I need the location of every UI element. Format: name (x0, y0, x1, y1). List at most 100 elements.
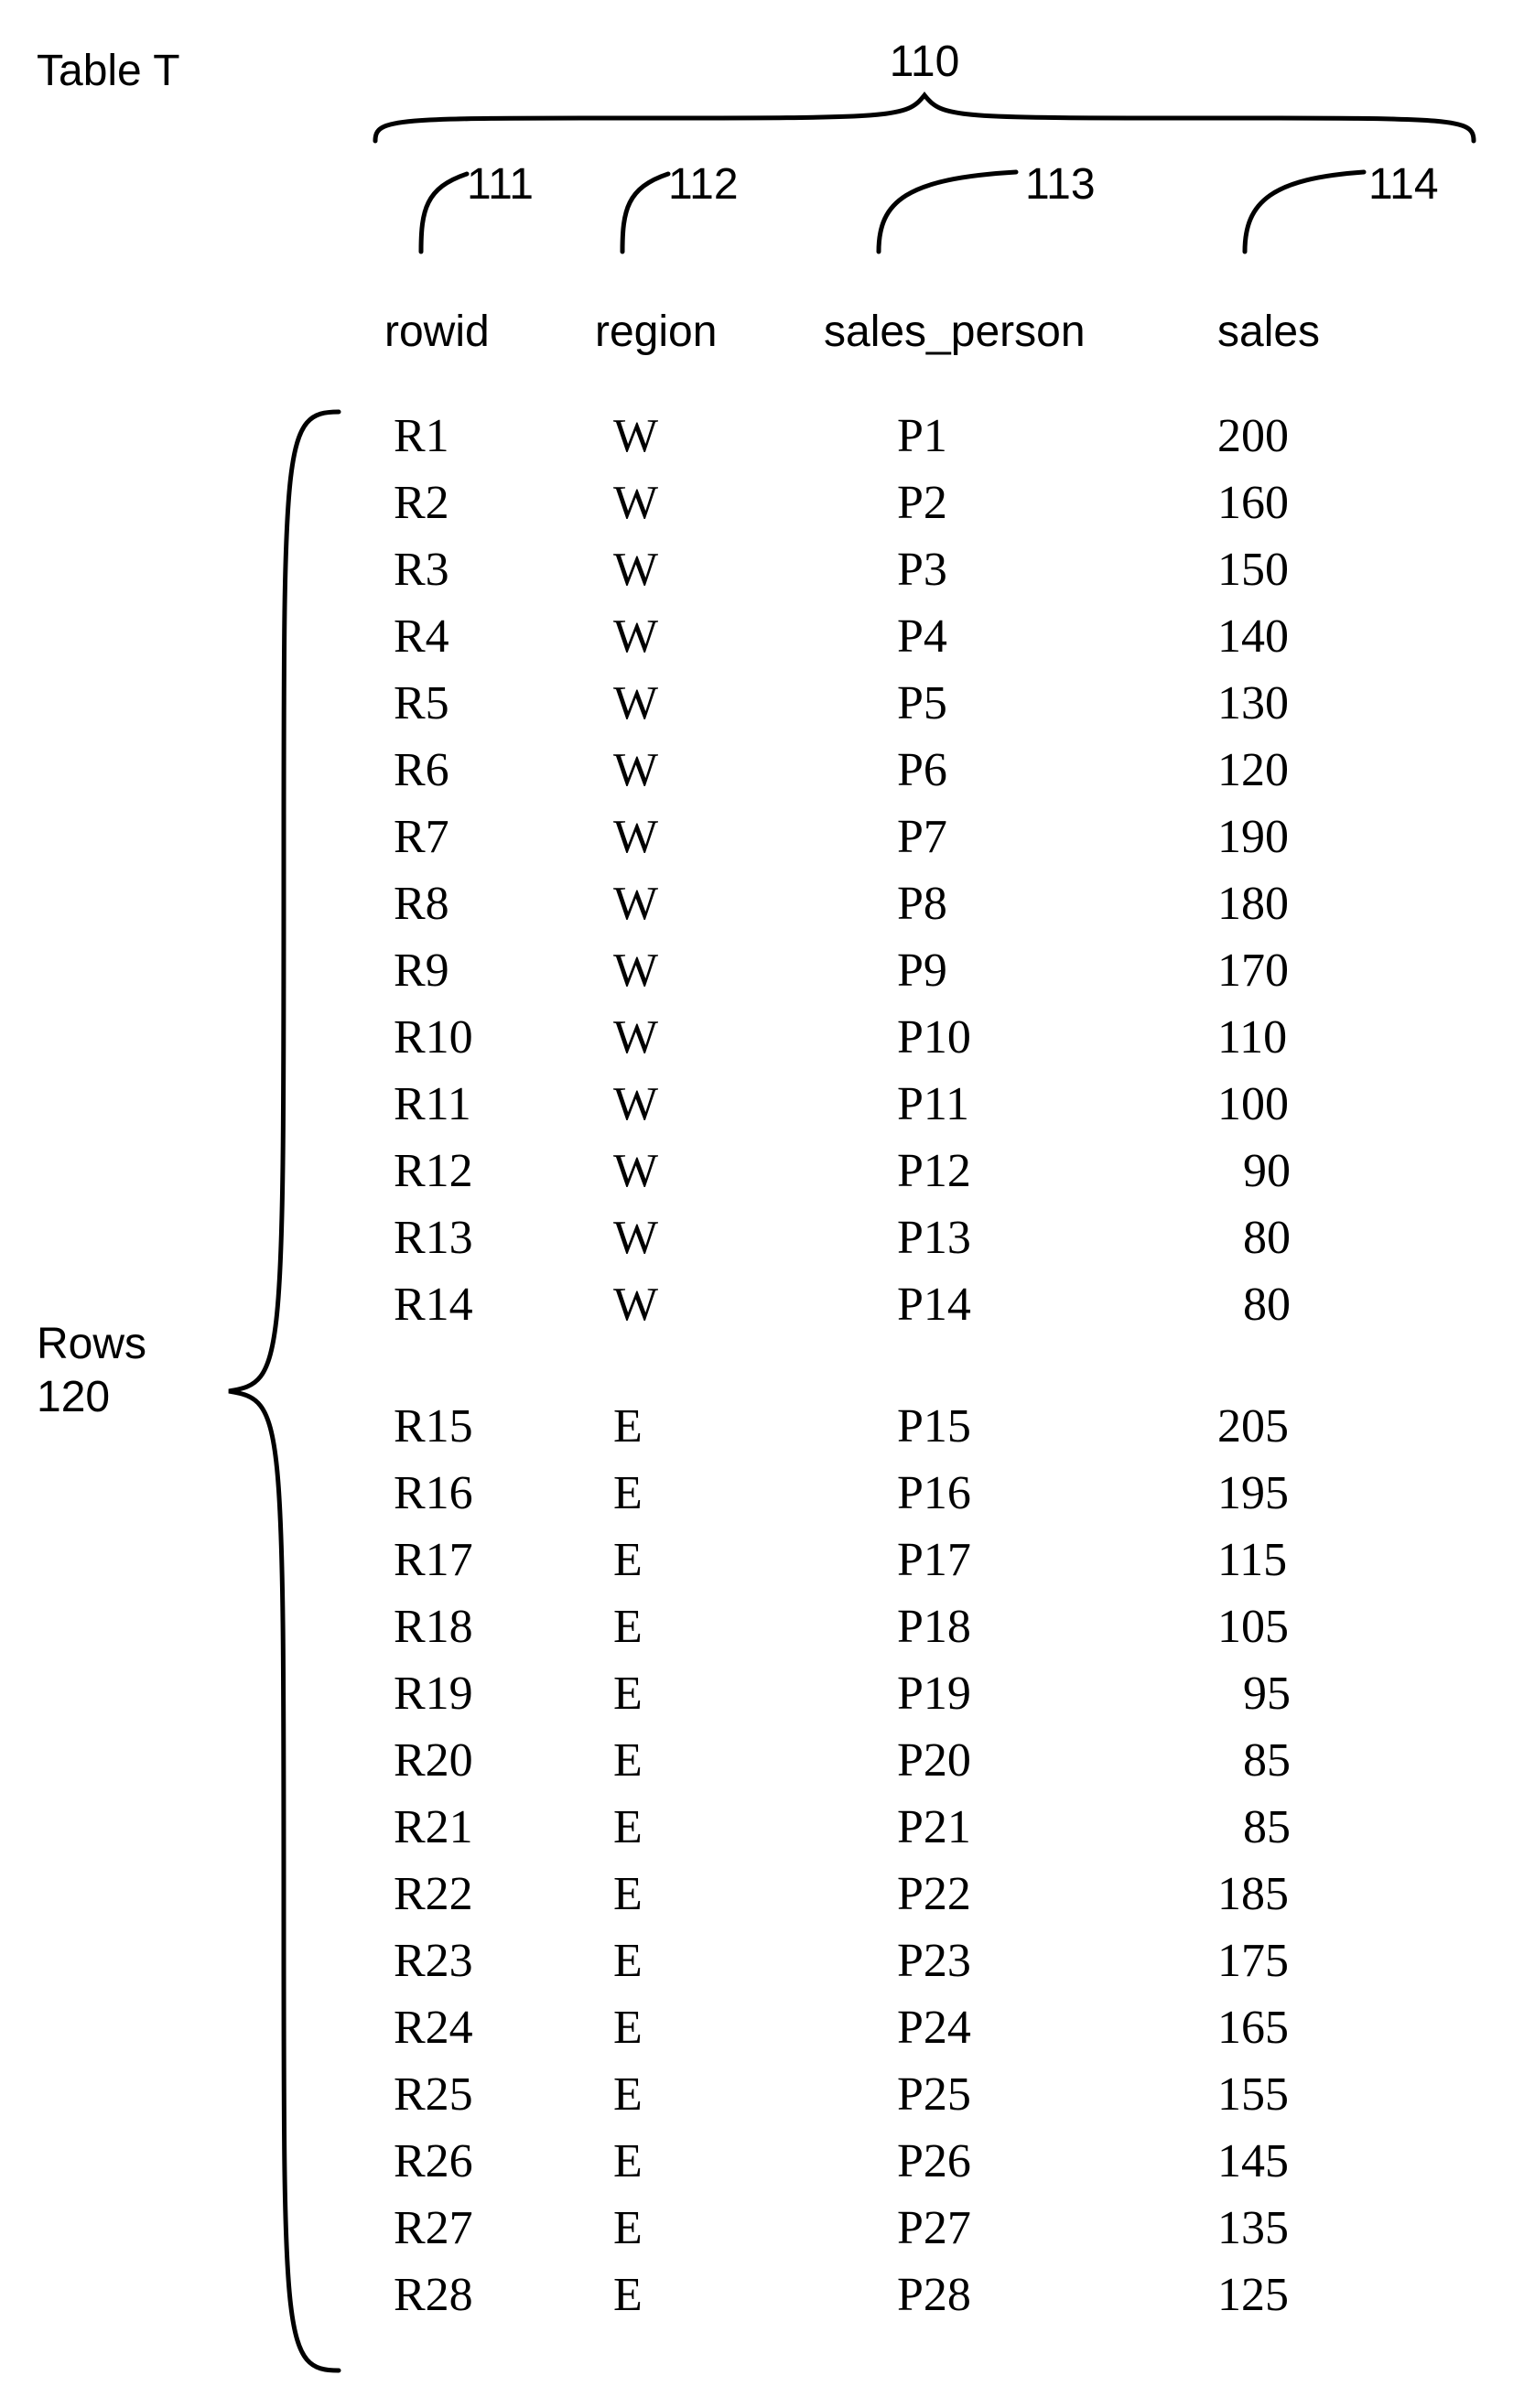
cell-salesperson: P26 (897, 2128, 971, 2195)
table-row: R18EP18105 (357, 1593, 1492, 1660)
cell-rowid: R8 (394, 870, 449, 937)
cell-salesperson: P5 (897, 670, 947, 737)
cell-rowid: R6 (394, 737, 449, 804)
cell-salesperson: P8 (897, 870, 947, 937)
cell-sales: 130 (1217, 670, 1289, 737)
table-row: R23EP23175 (357, 1927, 1492, 1994)
cell-region: E (613, 1794, 643, 1861)
rows-label-line1: Rows (37, 1320, 146, 1368)
cell-sales: 95 (1243, 1660, 1291, 1727)
cell-rowid: R13 (394, 1204, 473, 1271)
cell-region: W (613, 470, 658, 536)
table-body: R1WP1200R2WP2160R3WP3150R4WP4140R5WP5130… (357, 403, 1492, 2328)
table-row: R4WP4140 (357, 603, 1492, 670)
table-row: R20EP2085 (357, 1727, 1492, 1794)
table-row: R21EP2185 (357, 1794, 1492, 1861)
cell-region: E (613, 1593, 643, 1660)
cell-sales: 135 (1217, 2195, 1289, 2262)
cell-rowid: R16 (394, 1460, 473, 1527)
cell-salesperson: P1 (897, 403, 947, 470)
cell-region: W (613, 937, 658, 1004)
cell-rowid: R27 (394, 2195, 473, 2262)
cell-rowid: R21 (394, 1794, 473, 1861)
cell-sales: 85 (1243, 1727, 1291, 1794)
cell-region: W (613, 603, 658, 670)
cell-region: W (613, 870, 658, 937)
table-row: R24EP24165 (357, 1994, 1492, 2061)
callout-sales: 114 (1227, 165, 1428, 256)
cell-region: E (613, 1727, 643, 1794)
cell-sales: 80 (1243, 1271, 1291, 1338)
cell-sales: 145 (1217, 2128, 1289, 2195)
cell-sales: 175 (1217, 1927, 1289, 1994)
cell-sales: 180 (1217, 870, 1289, 937)
table-row: R8 W P8 180 (357, 870, 1492, 937)
cell-rowid: R1 (394, 403, 449, 470)
cell-salesperson: P11 (897, 1071, 969, 1138)
cell-region: W (613, 1071, 658, 1138)
cell-sales: 170 (1217, 937, 1289, 1004)
cell-rowid: R9 (394, 937, 449, 1004)
column-callouts: 111 112 113 114 (357, 165, 1492, 293)
callout-region: 112 (595, 165, 741, 256)
cell-region: W (613, 1271, 658, 1338)
table-row: R27EP27135 (357, 2195, 1492, 2262)
cell-rowid: R14 (394, 1271, 473, 1338)
table-row: R7WP7190 (357, 804, 1492, 870)
table-row: R13WP1380 (357, 1204, 1492, 1271)
cell-salesperson: P3 (897, 536, 947, 603)
table-row: R22EP22185 (357, 1861, 1492, 1927)
cell-salesperson: P15 (897, 1393, 971, 1460)
left-brace-icon (220, 403, 357, 2380)
table-row: R28EP28125 (357, 2262, 1492, 2328)
cell-sales: 155 (1217, 2061, 1289, 2128)
cell-rowid: R7 (394, 804, 449, 870)
cell-sales: 115 (1217, 1527, 1287, 1593)
cell-salesperson: P6 (897, 737, 947, 804)
cell-rowid: R28 (394, 2262, 473, 2328)
header-salesperson: sales_person (824, 307, 1086, 357)
cell-sales: 85 (1243, 1794, 1291, 1861)
cell-sales: 190 (1217, 804, 1289, 870)
cell-rowid: R4 (394, 603, 449, 670)
cell-salesperson: P14 (897, 1271, 971, 1338)
cell-salesperson: P19 (897, 1660, 971, 1727)
rows-label: Rows 120 (37, 1318, 146, 1423)
cell-sales: 160 (1217, 470, 1289, 536)
row-group-gap (357, 1338, 1492, 1393)
cell-salesperson: P25 (897, 2061, 971, 2128)
header-region: region (595, 307, 717, 357)
table-row: R15EP15205 (357, 1393, 1492, 1460)
table-row: R1WP1200 (357, 403, 1492, 470)
top-brace-icon (357, 91, 1492, 146)
cell-region: E (613, 1460, 643, 1527)
cell-rowid: R15 (394, 1393, 473, 1460)
table-row: R2WP2160 (357, 470, 1492, 536)
table-row: R6WP6120 (357, 737, 1492, 804)
cell-rowid: R5 (394, 670, 449, 737)
header-sales: sales (1217, 307, 1320, 357)
cell-rowid: R18 (394, 1593, 473, 1660)
cell-region: W (613, 670, 658, 737)
top-brace: 110 (357, 37, 1492, 137)
cell-sales: 195 (1217, 1460, 1289, 1527)
cell-salesperson: P10 (897, 1004, 971, 1071)
callout-rowid: 111 (394, 165, 540, 256)
callout-salesperson: 113 (851, 165, 1089, 256)
cell-region: E (613, 2061, 643, 2128)
cell-sales: 165 (1217, 1994, 1289, 2061)
table-row: R16EP16195 (357, 1460, 1492, 1527)
cell-salesperson: P9 (897, 937, 947, 1004)
cell-sales: 185 (1217, 1861, 1289, 1927)
cell-rowid: R17 (394, 1527, 473, 1593)
cell-salesperson: P24 (897, 1994, 971, 2061)
cell-region: W (613, 1138, 658, 1204)
table-row: R10WP10110 (357, 1004, 1492, 1071)
cell-rowid: R12 (394, 1138, 473, 1204)
cell-region: E (613, 1994, 643, 2061)
cell-region: E (613, 2262, 643, 2328)
cell-salesperson: P23 (897, 1927, 971, 1994)
cell-sales: 90 (1243, 1138, 1291, 1204)
rows-brace (220, 403, 357, 2380)
cell-rowid: R2 (394, 470, 449, 536)
